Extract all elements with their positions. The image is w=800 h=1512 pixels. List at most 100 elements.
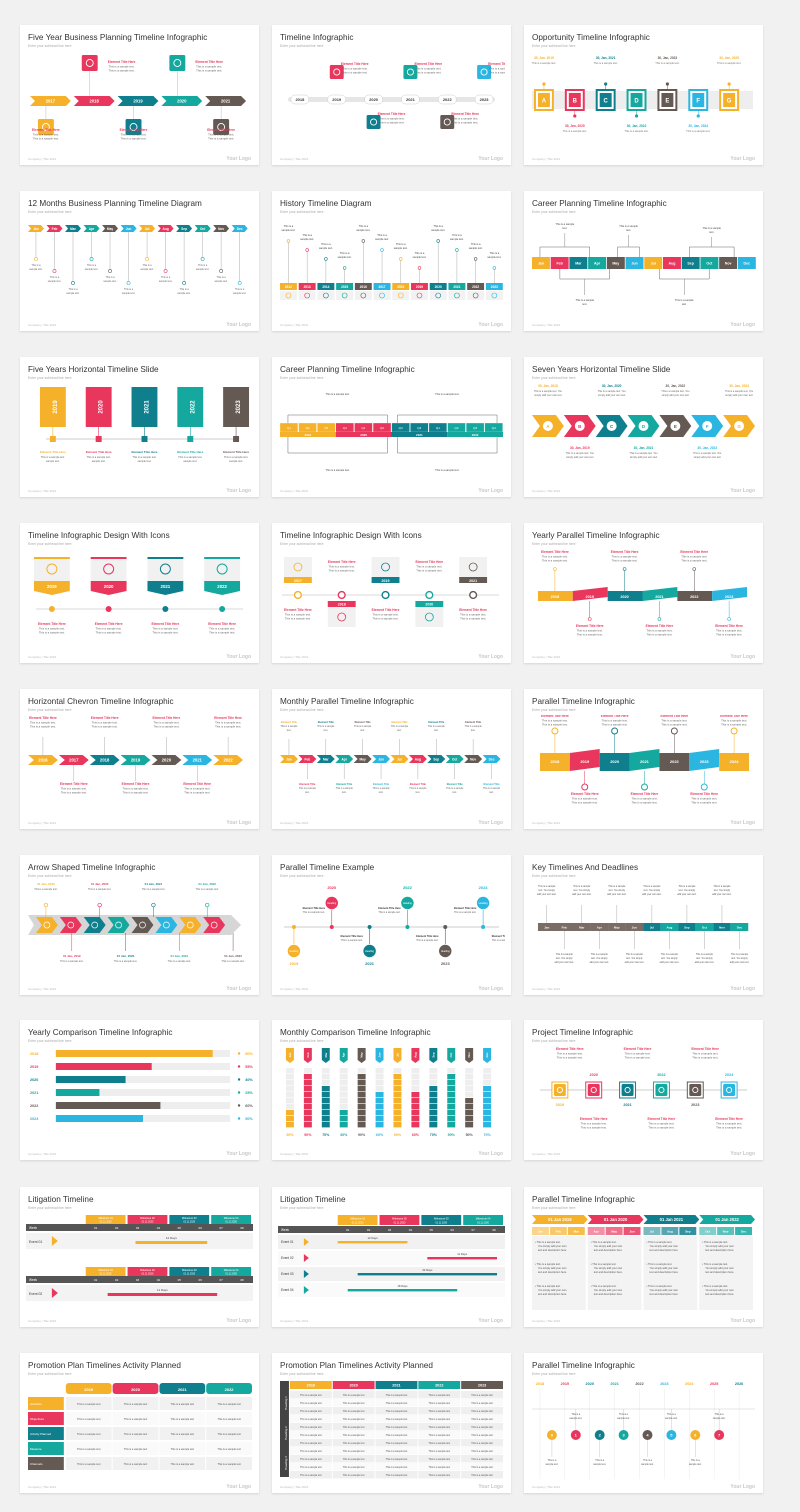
element-text: This is a sample text. <box>631 796 657 800</box>
month-block <box>678 923 696 931</box>
letter-label: C <box>604 98 609 104</box>
milestone-label: Milestone 02 <box>140 1268 155 1272</box>
year-label: 2018 <box>338 602 346 606</box>
date-label: 30, Jan, 2021 <box>596 56 616 60</box>
element-text: This is a sample text. <box>415 66 441 70</box>
sample-text: This is a <box>284 224 294 228</box>
stack-cell <box>303 1068 312 1074</box>
logo-placeholder: Your Logo <box>226 820 251 826</box>
table-cell <box>418 1391 461 1399</box>
year-label: 2019 <box>30 1065 38 1069</box>
event-arrow <box>51 1236 58 1246</box>
slide-thumbnail[interactable]: 12 Months Business Planning Timeline Dia… <box>20 191 259 331</box>
slide-thumbnail[interactable]: Promotion Plan Timelines Activity Planne… <box>20 1353 259 1493</box>
chevron-label: 01 Jan 2020 <box>604 1217 628 1222</box>
bar-track <box>55 1076 231 1083</box>
milestone-label: Milestone 01 <box>98 1268 113 1272</box>
element-title: Element Title Here <box>378 906 401 910</box>
table-cell <box>112 1457 159 1470</box>
week-number: 03 <box>136 1226 140 1230</box>
stack-cell <box>447 1074 456 1080</box>
marker-dot <box>286 239 291 243</box>
slide-thumbnail[interactable]: Key Timelines And Deadlines Enter your su… <box>524 855 763 995</box>
year-label: 2021 <box>30 1091 38 1095</box>
slide-thumbnail[interactable]: Project Timeline Infographic Enter your s… <box>524 1020 763 1160</box>
milestone-date: 01.11.2020 <box>100 1220 112 1223</box>
slide-thumbnail[interactable]: Yearly Comparison Timeline Infographic En… <box>20 1020 259 1160</box>
sample-text: This is a sample text. <box>132 455 156 459</box>
slide-thumbnail[interactable]: Monthly Comparison Timeline Infographic E… <box>272 1020 511 1160</box>
month-block <box>550 257 569 269</box>
slide-thumbnail[interactable]: Timeline Infographic Design With Icons En… <box>272 523 511 663</box>
table-cell <box>206 1427 253 1440</box>
slide-subtitle: Enter your subhead line here <box>532 708 576 712</box>
month-tag <box>447 1048 456 1063</box>
slide-thumbnail[interactable]: Parallel Timeline Infographic Enter your … <box>524 689 763 829</box>
marker-dot <box>163 269 168 273</box>
marker-dot <box>237 1104 241 1107</box>
cell-text: This is a sample text <box>471 1442 493 1445</box>
week-label: Week <box>281 1228 289 1232</box>
bullet-text: • This is a sample text. <box>702 1262 728 1266</box>
sample-text: This is a sample <box>556 953 574 956</box>
bullet-text: You simply add your own <box>538 1244 567 1248</box>
bracket-line <box>617 246 640 257</box>
timeline-group: Jan Feb Mar Apr May Jun Jul Aug Sep Oct Nov DecThis… <box>531 222 756 306</box>
table-cell <box>375 1455 418 1463</box>
icon-tile <box>317 291 335 300</box>
slide-thumbnail[interactable]: Career Planning Timeline Infographic Ente… <box>272 357 511 497</box>
sample-text: text. <box>471 729 476 732</box>
sample-text: This is a <box>179 288 189 291</box>
year-label: 2023 <box>30 1117 38 1121</box>
slide-thumbnail[interactable]: History Timeline Diagram Enter your subhe… <box>272 191 511 331</box>
sample-text: sample text. <box>300 237 314 241</box>
slide-thumbnail[interactable]: Horizontal Chevron Timeline Infographic E… <box>20 689 259 829</box>
stack-cell <box>321 1122 330 1128</box>
sample-text: This is a sample text. <box>60 960 84 963</box>
marker-dot <box>587 617 592 621</box>
slide-thumbnail[interactable]: Career Planning Timeline Infographic Ente… <box>524 191 763 331</box>
marker-dot <box>237 1052 241 1055</box>
ribbon-segment <box>629 749 660 771</box>
slide-thumbnail[interactable]: Litigation Timeline Enter your subhead li… <box>20 1187 259 1327</box>
year-label: 2021 <box>392 1383 400 1387</box>
slide-thumbnail[interactable]: Seven Years Horizontal Timeline Slide Ent… <box>524 357 763 497</box>
element-text: This is a sample text. <box>489 70 505 74</box>
slide-thumbnail[interactable]: Timeline Infographic Design With Icons En… <box>20 523 259 663</box>
percent-label: 70% <box>322 1133 330 1137</box>
percent-label: 50% <box>466 1133 474 1137</box>
slide-footer: Company | Title 2021 <box>280 1152 309 1156</box>
stack-cell <box>411 1074 420 1080</box>
sample-text: This is a <box>359 224 369 228</box>
element-text: This is a sample text. <box>577 632 603 636</box>
slide-thumbnail[interactable]: Promotion Plan Timelines Activity Planne… <box>272 1353 511 1493</box>
element-title: Element Title Here <box>372 608 400 612</box>
sample-text: simply add your own text <box>630 456 658 459</box>
generic-icon <box>397 292 404 299</box>
sample-text: add your own text. <box>625 961 645 964</box>
slide-thumbnail[interactable]: Parallel Timeline Infographic Enter your … <box>524 1353 763 1493</box>
sample-text: This is a sample <box>575 298 594 302</box>
table-cell <box>65 1442 112 1455</box>
cell-text: This is a sample text <box>300 1458 322 1461</box>
month-tag <box>411 1048 420 1063</box>
sample-text: This is a sample <box>573 885 591 888</box>
slide-thumbnail[interactable]: Timeline Infographic Enter your subhead l… <box>272 25 511 165</box>
slide-thumbnail[interactable]: Arrow Shaped Timeline Infographic Enter y… <box>20 855 259 995</box>
element-text: This is a sample text. <box>215 720 241 724</box>
slide-thumbnail[interactable]: Litigation Timeline Enter your subhead li… <box>272 1187 511 1327</box>
slide-thumbnail[interactable]: Monthly Parallel Timeline Infographic Ent… <box>272 689 511 829</box>
slide-footer: Company | Title 2021 <box>280 157 309 161</box>
stack-cell <box>321 1092 330 1098</box>
slide-thumbnail[interactable]: Parallel Timeline Infographic Enter your … <box>524 1187 763 1327</box>
element-text: This is a sample text. <box>196 64 222 68</box>
slide-thumbnail[interactable]: Opportunity Timeline Infographic Enter yo… <box>524 25 763 165</box>
slide-thumbnail[interactable]: Five Year Business Planning Timeline Inf… <box>20 25 259 165</box>
slide-thumbnail[interactable]: Five Years Horizontal Timeline Slide Ente… <box>20 357 259 497</box>
letter-fill <box>537 93 550 107</box>
icon-box <box>37 119 54 135</box>
slide-thumbnail[interactable]: Yearly Parallel Timeline Infographic Ente… <box>524 523 763 663</box>
slide-thumbnail[interactable]: Parallel Timeline Example Enter your subh… <box>272 855 511 995</box>
